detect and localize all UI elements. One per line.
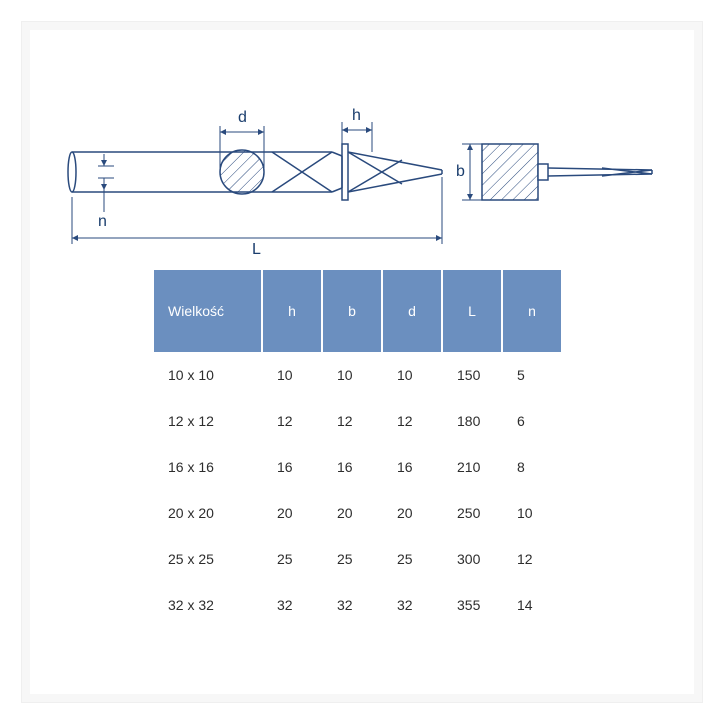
table-row: 10 x 101010101505 [154,352,561,398]
dim-label-d: d [238,109,247,126]
cell-h: 12 [263,398,321,444]
cell-d: 25 [383,536,441,582]
technical-diagram: d h b n L [42,82,682,267]
cell-d: 12 [383,398,441,444]
cell-size: 20 x 20 [154,490,261,536]
cell-L: 150 [443,352,501,398]
cell-size: 25 x 25 [154,536,261,582]
cell-L: 210 [443,444,501,490]
cell-h: 20 [263,490,321,536]
cell-b: 25 [323,536,381,582]
dim-label-L: L [252,241,261,258]
cell-n: 10 [503,490,561,536]
col-L: L [443,270,501,352]
cell-d: 32 [383,582,441,628]
col-n: n [503,270,561,352]
cell-h: 32 [263,582,321,628]
cell-n: 8 [503,444,561,490]
cell-n: 12 [503,536,561,582]
cell-d: 10 [383,352,441,398]
cell-size: 10 x 10 [154,352,261,398]
col-b: b [323,270,381,352]
table-row: 20 x 2020202025010 [154,490,561,536]
cell-b: 10 [323,352,381,398]
cell-h: 25 [263,536,321,582]
cell-L: 250 [443,490,501,536]
dim-label-h: h [352,107,361,124]
cell-h: 10 [263,352,321,398]
cell-b: 16 [323,444,381,490]
col-h: h [263,270,321,352]
cell-n: 5 [503,352,561,398]
col-d: d [383,270,441,352]
col-size: Wielkość [154,270,261,352]
cell-b: 12 [323,398,381,444]
table-header-row: Wielkość h b d L n [154,270,561,352]
cell-L: 180 [443,398,501,444]
dim-label-b: b [456,163,465,180]
cell-b: 20 [323,490,381,536]
cell-size: 16 x 16 [154,444,261,490]
dimension-table: Wielkość h b d L n 10 x 10101010150512 x… [152,270,602,628]
cell-L: 300 [443,536,501,582]
dim-label-n: n [98,213,107,230]
table-row: 16 x 161616162108 [154,444,561,490]
cell-size: 12 x 12 [154,398,261,444]
cell-size: 32 x 32 [154,582,261,628]
table-row: 25 x 2525252530012 [154,536,561,582]
cell-b: 32 [323,582,381,628]
cell-n: 14 [503,582,561,628]
cell-n: 6 [503,398,561,444]
table-row: 32 x 3232323235514 [154,582,561,628]
cell-d: 20 [383,490,441,536]
cell-h: 16 [263,444,321,490]
cell-L: 355 [443,582,501,628]
table-row: 12 x 121212121806 [154,398,561,444]
cell-d: 16 [383,444,441,490]
